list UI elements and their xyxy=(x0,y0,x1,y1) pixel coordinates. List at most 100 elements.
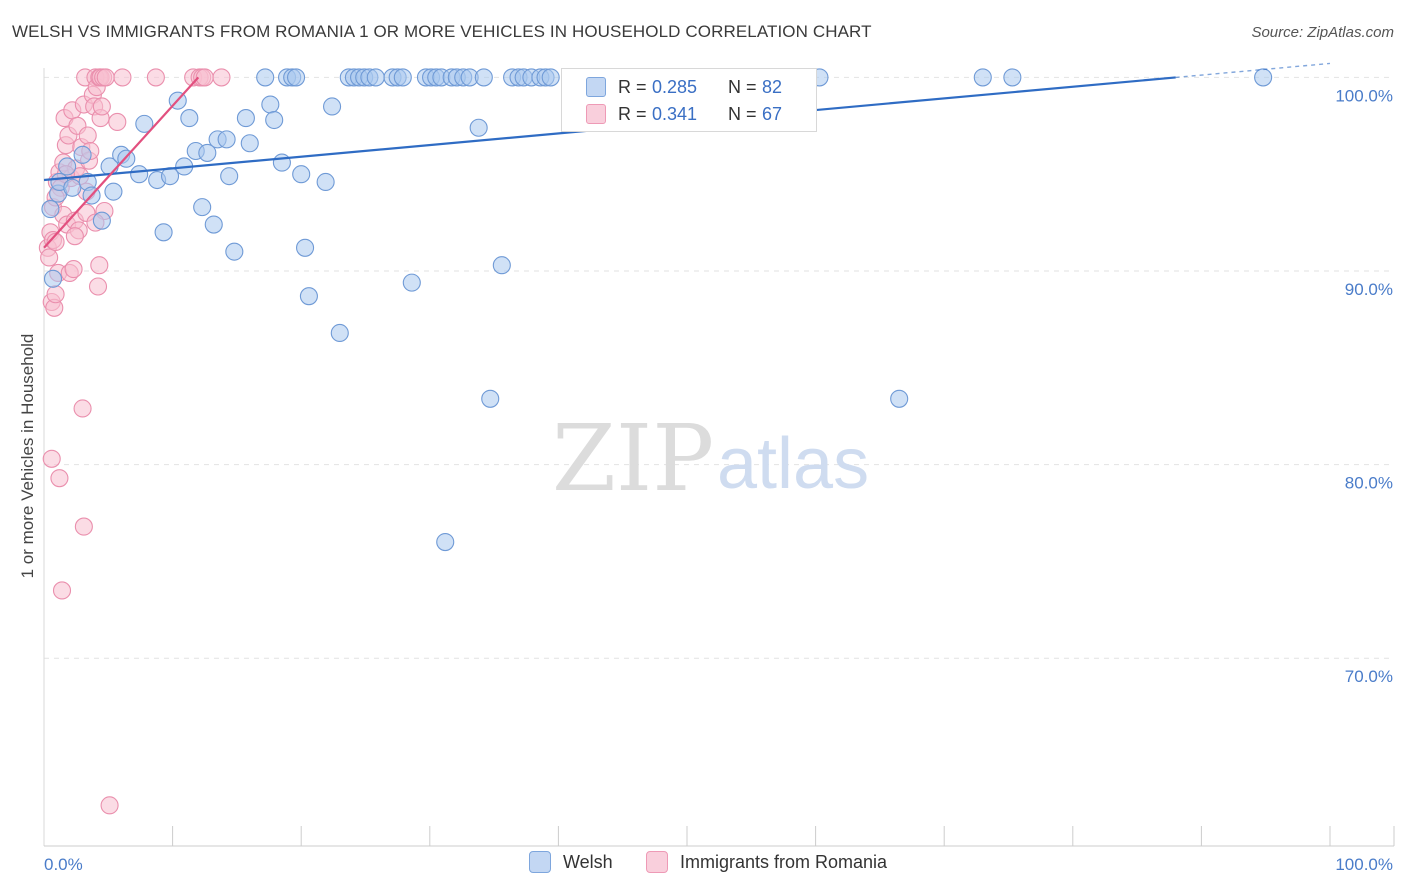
x-tick-label: 0.0% xyxy=(44,855,83,874)
welsh-point xyxy=(469,118,488,137)
romania-points xyxy=(38,68,231,815)
legend-n-label: N = xyxy=(728,103,757,124)
welsh-point xyxy=(63,178,82,197)
romania-point xyxy=(64,260,83,279)
romania-point xyxy=(52,581,72,600)
romania-point xyxy=(73,399,92,418)
welsh-point xyxy=(272,153,291,172)
correlation-legend: R = 0.285 N = 82 R = 0.341 N = 67 xyxy=(561,68,817,132)
legend-r-value: 0.341 xyxy=(652,103,698,124)
welsh-point xyxy=(436,533,455,552)
romania-point xyxy=(212,68,231,87)
welsh-point xyxy=(393,68,412,87)
welsh-point xyxy=(1003,68,1022,87)
legend-item-romania[interactable]: Immigrants from Romania xyxy=(646,851,887,873)
y-axis-label: 1 or more Vehicles in Household xyxy=(18,334,37,579)
welsh-point xyxy=(43,269,63,288)
source-credit: Source: ZipAtlas.com xyxy=(1251,24,1394,41)
legend-item-welsh-label: Welsh xyxy=(563,851,613,872)
legend-row-welsh: R = 0.285 N = 82 xyxy=(562,73,782,101)
romania-point xyxy=(195,68,214,87)
romania-point xyxy=(88,277,108,296)
welsh-point xyxy=(104,182,123,201)
welsh-point xyxy=(130,165,149,184)
romania-point xyxy=(50,469,69,488)
y-tick-label: 90.0% xyxy=(1345,280,1393,299)
y-tick-label: 100.0% xyxy=(1335,86,1393,105)
legend-n-label: N = xyxy=(728,76,757,97)
romania-point xyxy=(113,68,132,87)
legend-r-value: 0.285 xyxy=(652,76,698,97)
welsh-point xyxy=(58,157,77,176)
welsh-point xyxy=(366,68,385,87)
welsh-point xyxy=(236,109,255,128)
romania-point xyxy=(90,256,109,275)
welsh-trend-extension xyxy=(1175,62,1331,79)
welsh-point xyxy=(890,389,909,408)
welsh-point xyxy=(481,389,500,408)
series-legend: Welsh Immigrants from Romania xyxy=(0,851,1406,879)
welsh-point xyxy=(240,134,259,153)
legend-r-label: R = xyxy=(618,103,647,124)
welsh-point xyxy=(292,165,311,184)
romania-legend-swatch xyxy=(646,851,668,873)
welsh-points xyxy=(41,68,1273,552)
welsh-point xyxy=(261,95,280,114)
welsh-point xyxy=(180,109,199,128)
welsh-point xyxy=(330,323,349,343)
welsh-point xyxy=(41,200,60,219)
welsh-point xyxy=(135,114,154,133)
romania-point xyxy=(40,248,59,267)
welsh-point xyxy=(402,273,421,292)
romania-swatch xyxy=(586,104,606,124)
welsh-point xyxy=(323,97,342,116)
romania-point xyxy=(92,97,111,116)
welsh-point xyxy=(256,68,275,87)
romania-point xyxy=(42,449,61,468)
welsh-point xyxy=(220,167,239,186)
y-tick-label: 70.0% xyxy=(1345,667,1393,686)
y-tick-label: 80.0% xyxy=(1345,474,1393,493)
welsh-point xyxy=(265,110,284,130)
welsh-point xyxy=(225,242,244,261)
welsh-point xyxy=(92,211,111,230)
legend-item-welsh[interactable]: Welsh xyxy=(529,851,613,873)
welsh-point xyxy=(492,256,511,275)
watermark-zip-text: ZIP xyxy=(552,405,714,512)
tick-labels: 100.0% 90.0% 80.0% 70.0% 0.0% 100.0% xyxy=(44,86,1393,874)
legend-n-value: 82 xyxy=(762,76,783,97)
welsh-point xyxy=(299,287,318,306)
romania-trend-line xyxy=(43,76,200,249)
gridlines xyxy=(44,76,1394,659)
romania-point xyxy=(108,112,127,132)
welsh-point xyxy=(541,68,560,87)
welsh-point xyxy=(217,130,236,149)
welsh-point xyxy=(204,215,223,234)
legend-item-romania-label: Immigrants from Romania xyxy=(680,851,888,872)
welsh-point xyxy=(154,223,173,242)
watermark-atlas-text: atlas xyxy=(717,424,869,504)
welsh-swatch xyxy=(586,77,606,97)
welsh-point xyxy=(973,68,992,87)
watermark: ZIP atlas xyxy=(552,405,869,512)
romania-point xyxy=(146,68,165,87)
romania-point xyxy=(46,285,65,304)
welsh-point xyxy=(193,198,212,217)
romania-point xyxy=(96,68,115,87)
romania-point xyxy=(78,126,97,145)
welsh-legend-swatch xyxy=(529,851,551,873)
legend-row-romania: R = 0.341 N = 67 xyxy=(562,100,782,128)
welsh-point xyxy=(287,68,306,87)
romania-point xyxy=(100,796,119,815)
legend-r-label: R = xyxy=(618,76,647,97)
x-tick-label: 100.0% xyxy=(1335,855,1393,874)
welsh-point xyxy=(198,143,217,162)
romania-point xyxy=(74,517,93,536)
legend-n-value: 67 xyxy=(762,103,783,124)
welsh-point xyxy=(73,145,92,164)
chart-title: WELSH VS IMMIGRANTS FROM ROMANIA 1 OR MO… xyxy=(12,22,872,41)
welsh-point xyxy=(296,238,315,257)
romania-point xyxy=(65,227,84,246)
welsh-point xyxy=(474,68,493,87)
